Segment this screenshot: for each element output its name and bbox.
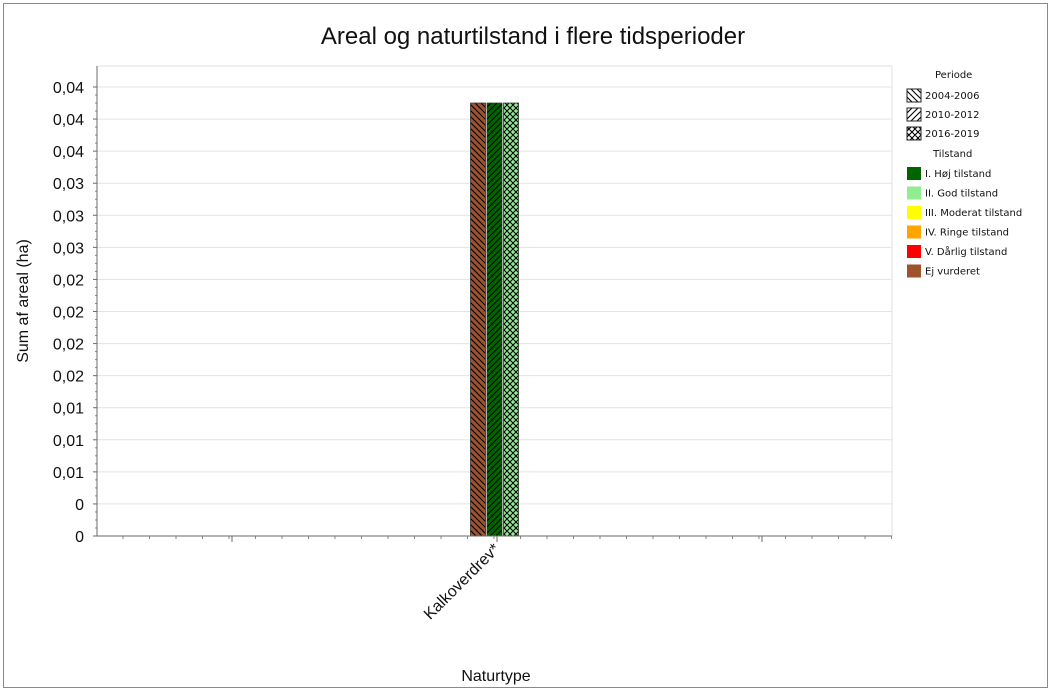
legend-condition-label: III. Moderat tilstand <box>925 208 1022 219</box>
y-tick-label: 0,03 <box>53 176 84 193</box>
legend-condition-label: I. Høj tilstand <box>925 169 991 180</box>
legend-period-title: Periode <box>935 70 972 81</box>
y-tick-label: 0,02 <box>53 272 84 289</box>
bar-2010-2012 <box>486 102 503 537</box>
x-axis-category-labels: Kalkoverdrev* <box>421 541 503 623</box>
legend-periods: 2004-2006 2010-2012 2016-2019 <box>906 88 980 141</box>
y-tick-label: 0,04 <box>53 144 84 161</box>
y-tick-label: 0,01 <box>53 465 84 482</box>
x-axis-minor-ticks <box>122 536 892 542</box>
legend: Periode 2004-2006 2010-2012 2016-2019 Tils… <box>906 70 1022 278</box>
y-axis-label: Sum af areal (ha) <box>15 239 32 363</box>
chart-title: Areal og naturtilstand i flere tidsperio… <box>321 23 745 50</box>
legend-period-label: 2010-2012 <box>925 110 980 121</box>
y-tick-label: 0,02 <box>53 305 84 322</box>
legend-period-swatch <box>906 126 922 141</box>
y-tick-label: 0,01 <box>53 401 84 418</box>
legend-conditions: I. Høj tilstand II. God tilstand III. Mode… <box>907 167 1022 278</box>
y-tick-label: 0,01 <box>53 433 84 450</box>
y-tick-label: 0 <box>75 529 84 546</box>
y-axis-ticks: 0 0 0,01 0,01 0,01 0,02 0,02 0,02 0,02 0,03 0,03 0,… <box>53 80 97 546</box>
legend-period-swatch <box>906 107 922 122</box>
plot-area: 0 0 0,01 0,01 0,01 0,02 0,02 0,02 0,02 0,03 0,03 0,… <box>53 65 893 546</box>
legend-period-swatch <box>906 88 922 103</box>
legend-condition-swatch <box>907 206 921 219</box>
legend-condition-title: Tilstand <box>932 149 972 160</box>
legend-condition-label: II. God tilstand <box>925 189 998 200</box>
legend-condition-label: IV. Ringe tilstand <box>925 228 1009 239</box>
y-tick-label: 0,02 <box>53 337 84 354</box>
legend-period-label: 2004-2006 <box>925 91 980 102</box>
legend-condition-swatch <box>907 186 921 200</box>
legend-condition-swatch <box>907 264 921 278</box>
legend-condition-swatch <box>907 225 921 239</box>
x-axis-label: Naturtype <box>461 668 530 685</box>
bars <box>470 102 519 537</box>
legend-condition-label: V. Dårlig tilstand <box>925 245 1007 258</box>
legend-period-label: 2016-2019 <box>925 129 980 140</box>
y-tick-label: 0,04 <box>53 112 84 129</box>
legend-condition-label: Ej vurderet <box>925 267 980 278</box>
bar-2004-2006 <box>470 102 486 537</box>
y-tick-label: 0,04 <box>53 80 84 97</box>
y-tick-label: 0,03 <box>53 240 84 257</box>
legend-condition-swatch <box>907 245 921 258</box>
legend-condition-swatch <box>907 167 921 180</box>
x-category-label: Kalkoverdrev* <box>421 541 503 623</box>
y-tick-label: 0 <box>75 497 84 514</box>
y-tick-label: 0,03 <box>53 208 84 225</box>
y-tick-label: 0,02 <box>53 369 84 386</box>
bar-2016-2019 <box>503 102 519 537</box>
